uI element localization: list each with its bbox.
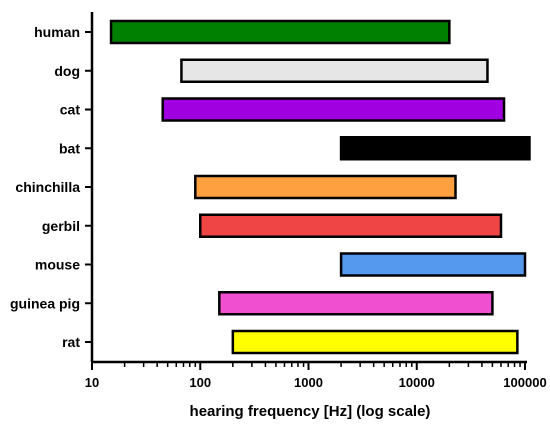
x-tick-label-10000: 10000 (399, 375, 435, 390)
category-label-chinchilla: chinchilla (15, 179, 80, 195)
category-label-mouse: mouse (35, 257, 80, 273)
category-label-dog: dog (54, 63, 80, 79)
category-label-cat: cat (60, 102, 81, 118)
bar-cat (161, 97, 506, 122)
bar-dog (180, 58, 489, 83)
plot-area: human dog cat bat chinchilla gerbil mouse guine… (10, 12, 547, 390)
bar-human (109, 19, 451, 45)
category-label-bat: bat (59, 140, 80, 156)
bar-gerbil (199, 213, 503, 238)
bar-bat (339, 136, 531, 161)
category-label-gerbil: gerbil (42, 218, 80, 234)
x-axis-title: hearing frequency [Hz] (log scale) (190, 403, 431, 420)
x-tick-label-10: 10 (85, 375, 99, 390)
category-label-rat: rat (62, 334, 80, 350)
category-label-guinea-pig: guinea pig (10, 295, 80, 311)
x-tick-label-100: 100 (189, 375, 211, 390)
category-label-human: human (34, 24, 80, 40)
bar-mouse (339, 252, 527, 277)
x-tick-label-100000: 100000 (503, 375, 546, 390)
x-tick-label-1000: 1000 (294, 375, 323, 390)
bar-chinchilla (194, 174, 457, 200)
bar-guinea-pig (218, 291, 494, 316)
bar-rat (231, 329, 519, 355)
